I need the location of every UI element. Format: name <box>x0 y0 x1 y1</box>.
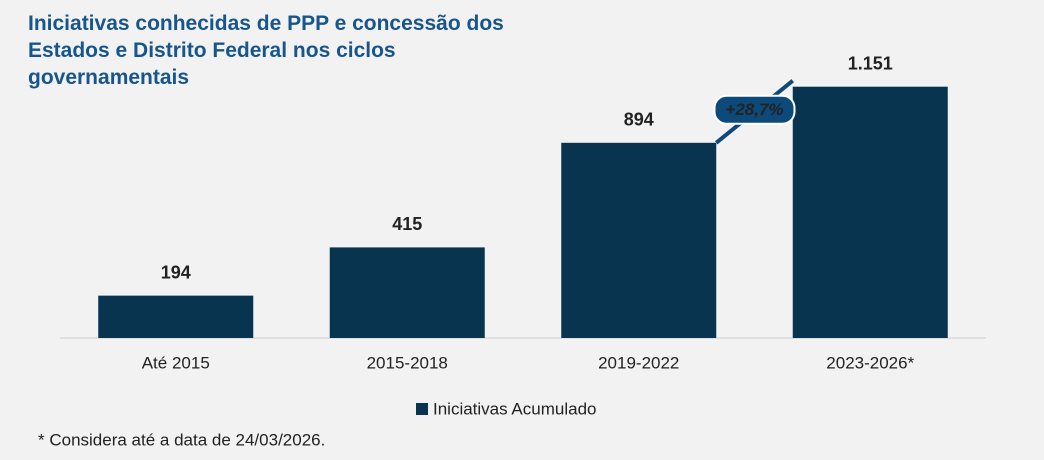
value-label: 415 <box>392 214 422 234</box>
chart-title: Iniciativas conhecidas de PPP e concessã… <box>28 12 504 89</box>
value-label: 194 <box>161 262 191 282</box>
bar <box>329 247 485 338</box>
bar <box>98 295 254 338</box>
x-tick-label: Até 2015 <box>142 353 210 372</box>
bar <box>561 142 717 338</box>
x-tick-label: 2015-2018 <box>367 353 448 372</box>
annotation-box <box>713 94 796 125</box>
x-tick-label: 2019-2022 <box>598 353 679 372</box>
value-label: 1.151 <box>848 53 893 73</box>
annotation: +28,7% <box>725 100 783 119</box>
value-label: 894 <box>624 110 654 130</box>
legend-label: Iniciativas Acumulado <box>433 399 596 418</box>
footnote: * Considera até a data de 24/03/2026. <box>38 430 325 449</box>
x-tick-label: 2023-2026* <box>826 353 914 372</box>
bar <box>792 86 948 338</box>
legend-swatch <box>416 403 428 415</box>
